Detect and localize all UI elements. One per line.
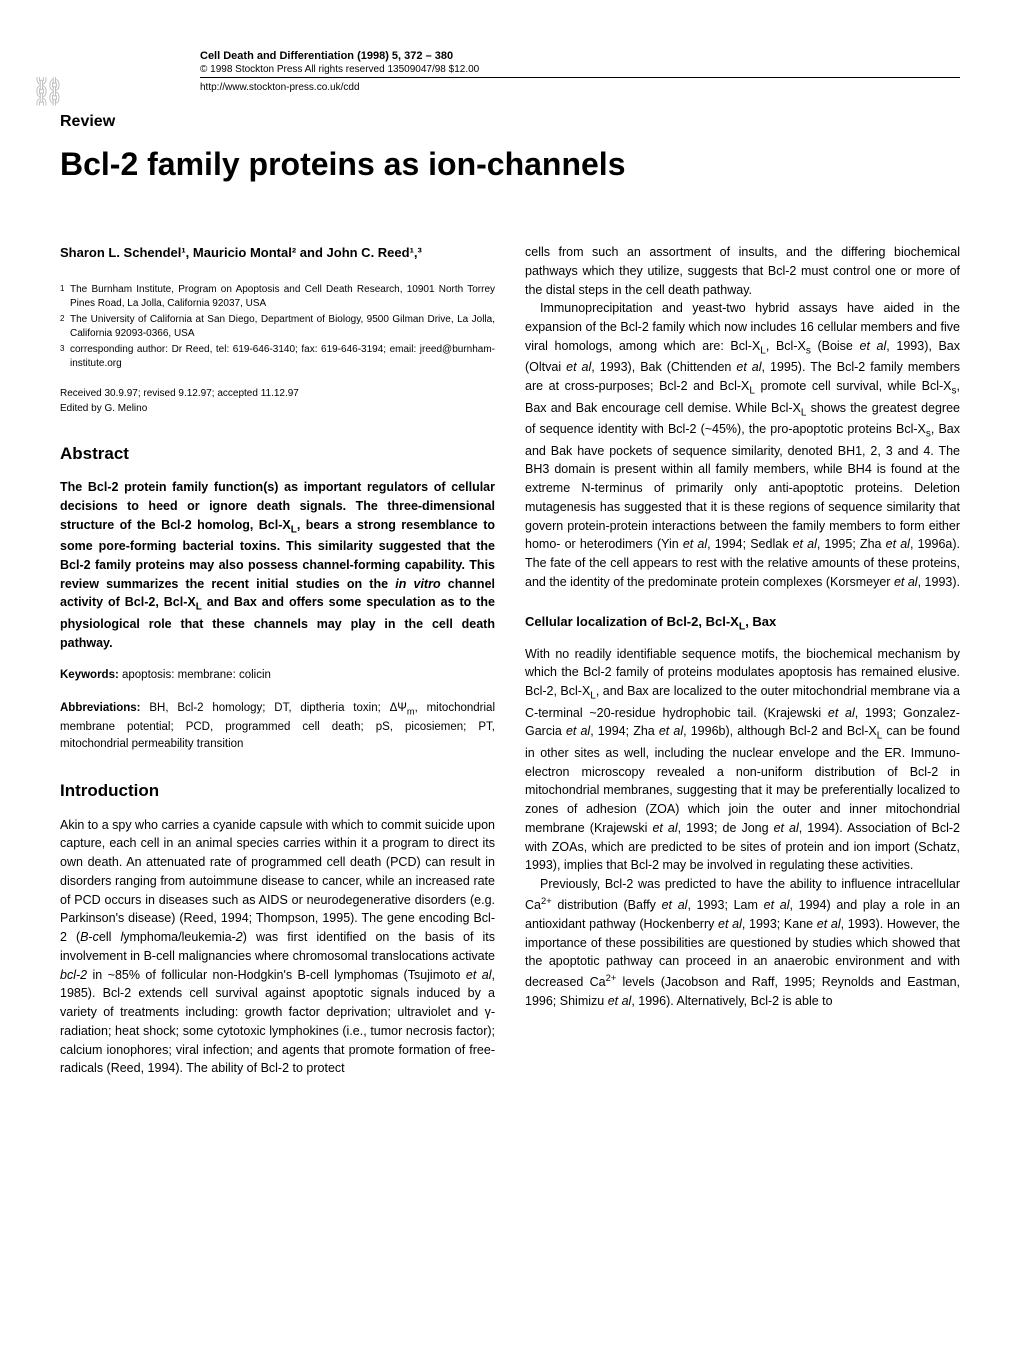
affiliation-text: corresponding author: Dr Reed, tel: 619-…: [70, 343, 495, 371]
body-paragraph: Previously, Bcl-2 was predicted to have …: [525, 875, 960, 1011]
affiliation-text: The Burnham Institute, Program on Apopto…: [70, 283, 495, 311]
article-title: Bcl-2 family proteins as ion-channels: [60, 146, 960, 183]
affiliation-number: 1: [60, 283, 70, 311]
journal-citation: Cell Death and Differentiation (1998) 5,…: [200, 50, 960, 62]
introduction-heading: Introduction: [60, 778, 495, 804]
edited-by: Edited by G. Melino: [60, 401, 495, 416]
affiliation-number: 3: [60, 343, 70, 371]
left-column: Sharon L. Schendel¹, Mauricio Montal² an…: [60, 243, 495, 1078]
affiliation-item: 1 The Burnham Institute, Program on Apop…: [60, 283, 495, 311]
two-column-layout: Sharon L. Schendel¹, Mauricio Montal² an…: [60, 243, 960, 1078]
subsection-heading: Cellular localization of Bcl-2, Bcl-XL, …: [525, 612, 960, 635]
header-block: Cell Death and Differentiation (1998) 5,…: [200, 50, 960, 78]
dates-block: Received 30.9.97; revised 9.12.97; accep…: [60, 386, 495, 416]
keywords-line: Keywords: apoptosis: membrane: colicin: [60, 667, 495, 684]
body-paragraph: cells from such an assortment of insults…: [525, 243, 960, 299]
article-type-label: Review: [60, 113, 960, 131]
publisher-logo-icon: ⛓: [30, 75, 66, 108]
journal-url: http://www.stockton-press.co.uk/cdd: [200, 82, 960, 93]
body-paragraph: With no readily identifiable sequence mo…: [525, 645, 960, 876]
received-dates: Received 30.9.97; revised 9.12.97; accep…: [60, 386, 495, 401]
body-paragraph: Immunoprecipitation and yeast-two hybrid…: [525, 299, 960, 591]
right-column: cells from such an assortment of insults…: [525, 243, 960, 1078]
copyright-line: © 1998 Stockton Press All rights reserve…: [200, 64, 960, 75]
keywords-label: Keywords:: [60, 669, 119, 681]
affiliations-block: 1 The Burnham Institute, Program on Apop…: [60, 283, 495, 371]
abstract-text: The Bcl-2 protein family function(s) as …: [60, 478, 495, 652]
affiliation-number: 2: [60, 313, 70, 341]
keywords-text: apoptosis: membrane: colicin: [119, 669, 271, 681]
abstract-heading: Abstract: [60, 441, 495, 467]
abbreviations-label: Abbreviations:: [60, 702, 141, 714]
affiliation-text: The University of California at San Dieg…: [70, 313, 495, 341]
affiliation-item: 3 corresponding author: Dr Reed, tel: 61…: [60, 343, 495, 371]
affiliation-item: 2 The University of California at San Di…: [60, 313, 495, 341]
author-list: Sharon L. Schendel¹, Mauricio Montal² an…: [60, 243, 495, 263]
abbreviations-line: Abbreviations: BH, Bcl-2 homology; DT, d…: [60, 700, 495, 754]
intro-paragraph: Akin to a spy who carries a cyanide caps…: [60, 816, 495, 1079]
